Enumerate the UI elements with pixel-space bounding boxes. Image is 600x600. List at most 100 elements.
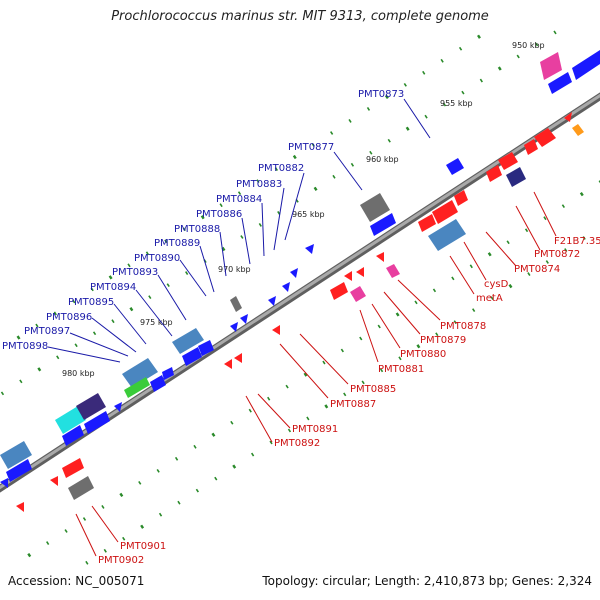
tick-mark [453, 320, 457, 325]
tick-mark [111, 319, 115, 324]
tick-mark [451, 276, 455, 281]
gene-label-pmt0878: PMT0878 [440, 321, 486, 332]
tick-mark [46, 541, 50, 545]
genome-summary-text: Topology: circular; Length: 2,410,873 bp… [262, 574, 592, 588]
tick-mark [82, 517, 87, 521]
gene-label-pmt0873: PMT0873 [358, 89, 404, 100]
gene-arrow [572, 50, 600, 80]
tick-mark [343, 392, 347, 397]
tick-mark [195, 488, 199, 493]
gene-label-cysd: cysD [484, 279, 509, 290]
gene-label-pmt0877: PMT0877 [288, 142, 334, 153]
tick-mark [508, 283, 513, 289]
scale-label: 970 kbp [218, 265, 251, 274]
tick-mark [72, 299, 76, 304]
tick-mark [324, 404, 329, 409]
tick-mark [166, 283, 170, 288]
forward-genes [0, 50, 600, 488]
gene-arrow [16, 502, 24, 512]
gene-label-pmt0881: PMT0881 [378, 364, 424, 375]
scale-label: 960 kbp [366, 155, 399, 164]
tick-mark [405, 126, 410, 131]
gene-label-pmt0874: PMT0874 [514, 264, 560, 275]
tick-mark [350, 162, 355, 167]
gene-block [506, 167, 526, 187]
gene-label-pmt0896: PMT0896 [46, 312, 92, 323]
gene-block [428, 219, 466, 251]
tick-mark [269, 440, 273, 445]
tick-mark [553, 30, 557, 35]
tick-mark [108, 275, 113, 280]
tick-mark [232, 464, 237, 469]
forward-gene-labels: PMT0873 PMT0877 PMT0882 PMT0883 PMT0884 … [2, 89, 431, 363]
tick-mark [92, 331, 97, 336]
gene-arrow [376, 252, 384, 262]
tick-mark [122, 536, 126, 541]
tick-mark [366, 107, 371, 111]
gene-arrow [150, 375, 166, 392]
tick-mark [384, 94, 389, 100]
gene-block [122, 358, 158, 388]
tick-mark [395, 312, 400, 317]
tick-mark [250, 452, 255, 457]
tick-mark [158, 512, 163, 517]
gene-label-pmt0883: PMT0883 [236, 179, 282, 190]
reverse-genes [16, 112, 584, 512]
tick-mark [564, 248, 568, 252]
tick-mark [561, 204, 566, 209]
tick-mark [19, 379, 23, 384]
gene-block [0, 441, 32, 469]
gene-block [230, 296, 242, 312]
tick-mark [156, 468, 160, 473]
tick-mark [477, 34, 481, 39]
gene-arrow [290, 268, 298, 278]
reverse-gene-labels: F21B7.35 PMT0872 PMT0874 cysD metA PMT08… [75, 191, 600, 566]
gene-label-pmt0888: PMT0888 [174, 224, 220, 235]
tick-mark [101, 505, 105, 509]
tick-mark [377, 324, 381, 329]
tick-mark [85, 560, 89, 565]
gene-block [55, 406, 86, 434]
gene-label-pmt0887: PMT0887 [330, 399, 376, 410]
tick-mark [311, 143, 315, 147]
gene-arrow [370, 213, 396, 236]
tick-mark [0, 391, 5, 396]
tick-mark [127, 263, 131, 268]
tick-mark [256, 179, 260, 184]
gene-block [540, 52, 562, 80]
scale-label: 950 kbp [512, 41, 545, 50]
tick-mark [398, 356, 402, 361]
tick-mark [237, 191, 242, 196]
tick-mark [258, 223, 262, 227]
tick-mark [490, 296, 494, 301]
tick-mark [313, 186, 318, 191]
scale-label: 980 kbp [62, 369, 95, 378]
tick-mark [119, 492, 124, 498]
gene-label-pmt0901: PMT0901 [120, 541, 166, 552]
tick-mark [148, 295, 152, 300]
gene-label-f21b7-35: F21B7.35 [554, 236, 600, 247]
tick-mark [274, 167, 279, 171]
tick-mark [103, 548, 107, 553]
gene-label-pmt0898: PMT0898 [2, 341, 48, 352]
tick-mark [240, 235, 244, 239]
gene-arrow [62, 425, 84, 446]
tick-mark [182, 227, 186, 232]
gene-block [350, 286, 366, 302]
tick-mark [545, 260, 549, 264]
gene-arrow [446, 158, 464, 175]
tick-mark [53, 311, 57, 316]
gene-arrow [432, 200, 458, 224]
tick-mark [177, 500, 181, 505]
gene-arrow [198, 340, 214, 356]
tick-mark [424, 114, 428, 119]
tick-mark [534, 42, 539, 47]
tick-mark [211, 432, 216, 437]
gene-block [68, 476, 94, 500]
tick-mark [64, 529, 68, 533]
gene-arrow [548, 72, 572, 94]
gene-arrow [498, 152, 518, 170]
gene-label-pmt0886: PMT0886 [196, 209, 242, 220]
tick-mark [37, 367, 42, 372]
accession-text: Accession: NC_005071 [8, 574, 145, 588]
